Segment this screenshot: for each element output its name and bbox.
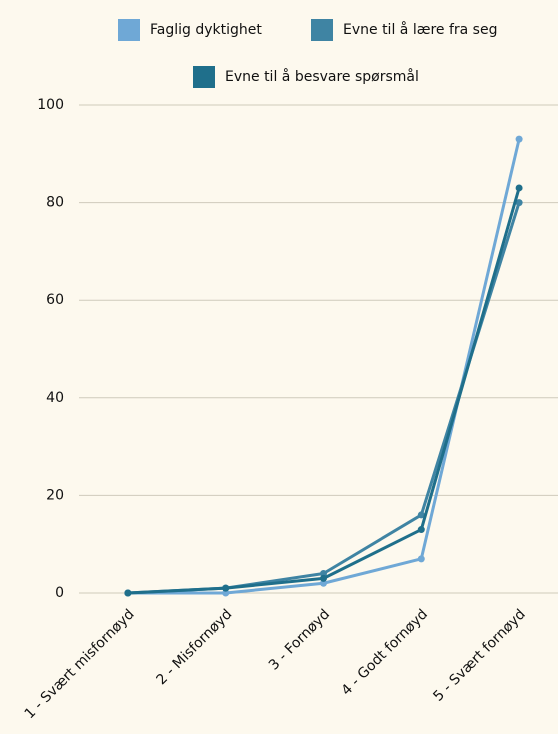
legend-swatch: [311, 19, 333, 41]
legend-swatch: [118, 19, 140, 41]
point: [222, 584, 230, 592]
x-tick-label: 5 - Svært fornøyd: [430, 606, 528, 704]
series-line: [127, 138, 521, 595]
point: [320, 579, 327, 587]
point: [124, 589, 132, 597]
x-tick-label: 4 - Godt fornøyd: [339, 606, 431, 698]
point: [320, 574, 327, 582]
y-tick-label: 20: [46, 487, 64, 503]
point: [417, 526, 425, 534]
legend-label: Evne til å lære fra seg: [343, 21, 497, 38]
point: [515, 184, 523, 192]
point: [320, 569, 327, 577]
y-tick-label: 0: [55, 585, 64, 601]
point: [515, 199, 523, 207]
legend-swatch: [193, 66, 215, 88]
y-tick-label: 100: [37, 97, 64, 113]
legend-label: Faglig dyktighet: [150, 22, 262, 38]
x-tick-label: 3 - Fornøyd: [266, 606, 333, 673]
legend-label: Evne til å besvare spørsmål: [225, 68, 419, 85]
point: [222, 589, 230, 597]
point: [417, 555, 425, 563]
x-tick-label: 2 - Misfornøyd: [154, 606, 236, 688]
series-line: [127, 187, 521, 595]
y-tick-label: 40: [46, 390, 64, 406]
y-tick-label: 80: [46, 195, 64, 211]
y-tick-label: 60: [46, 292, 64, 308]
x-tick-label: 1 - Svært misfornøyd: [22, 606, 138, 722]
point: [417, 511, 425, 519]
point: [515, 135, 523, 143]
